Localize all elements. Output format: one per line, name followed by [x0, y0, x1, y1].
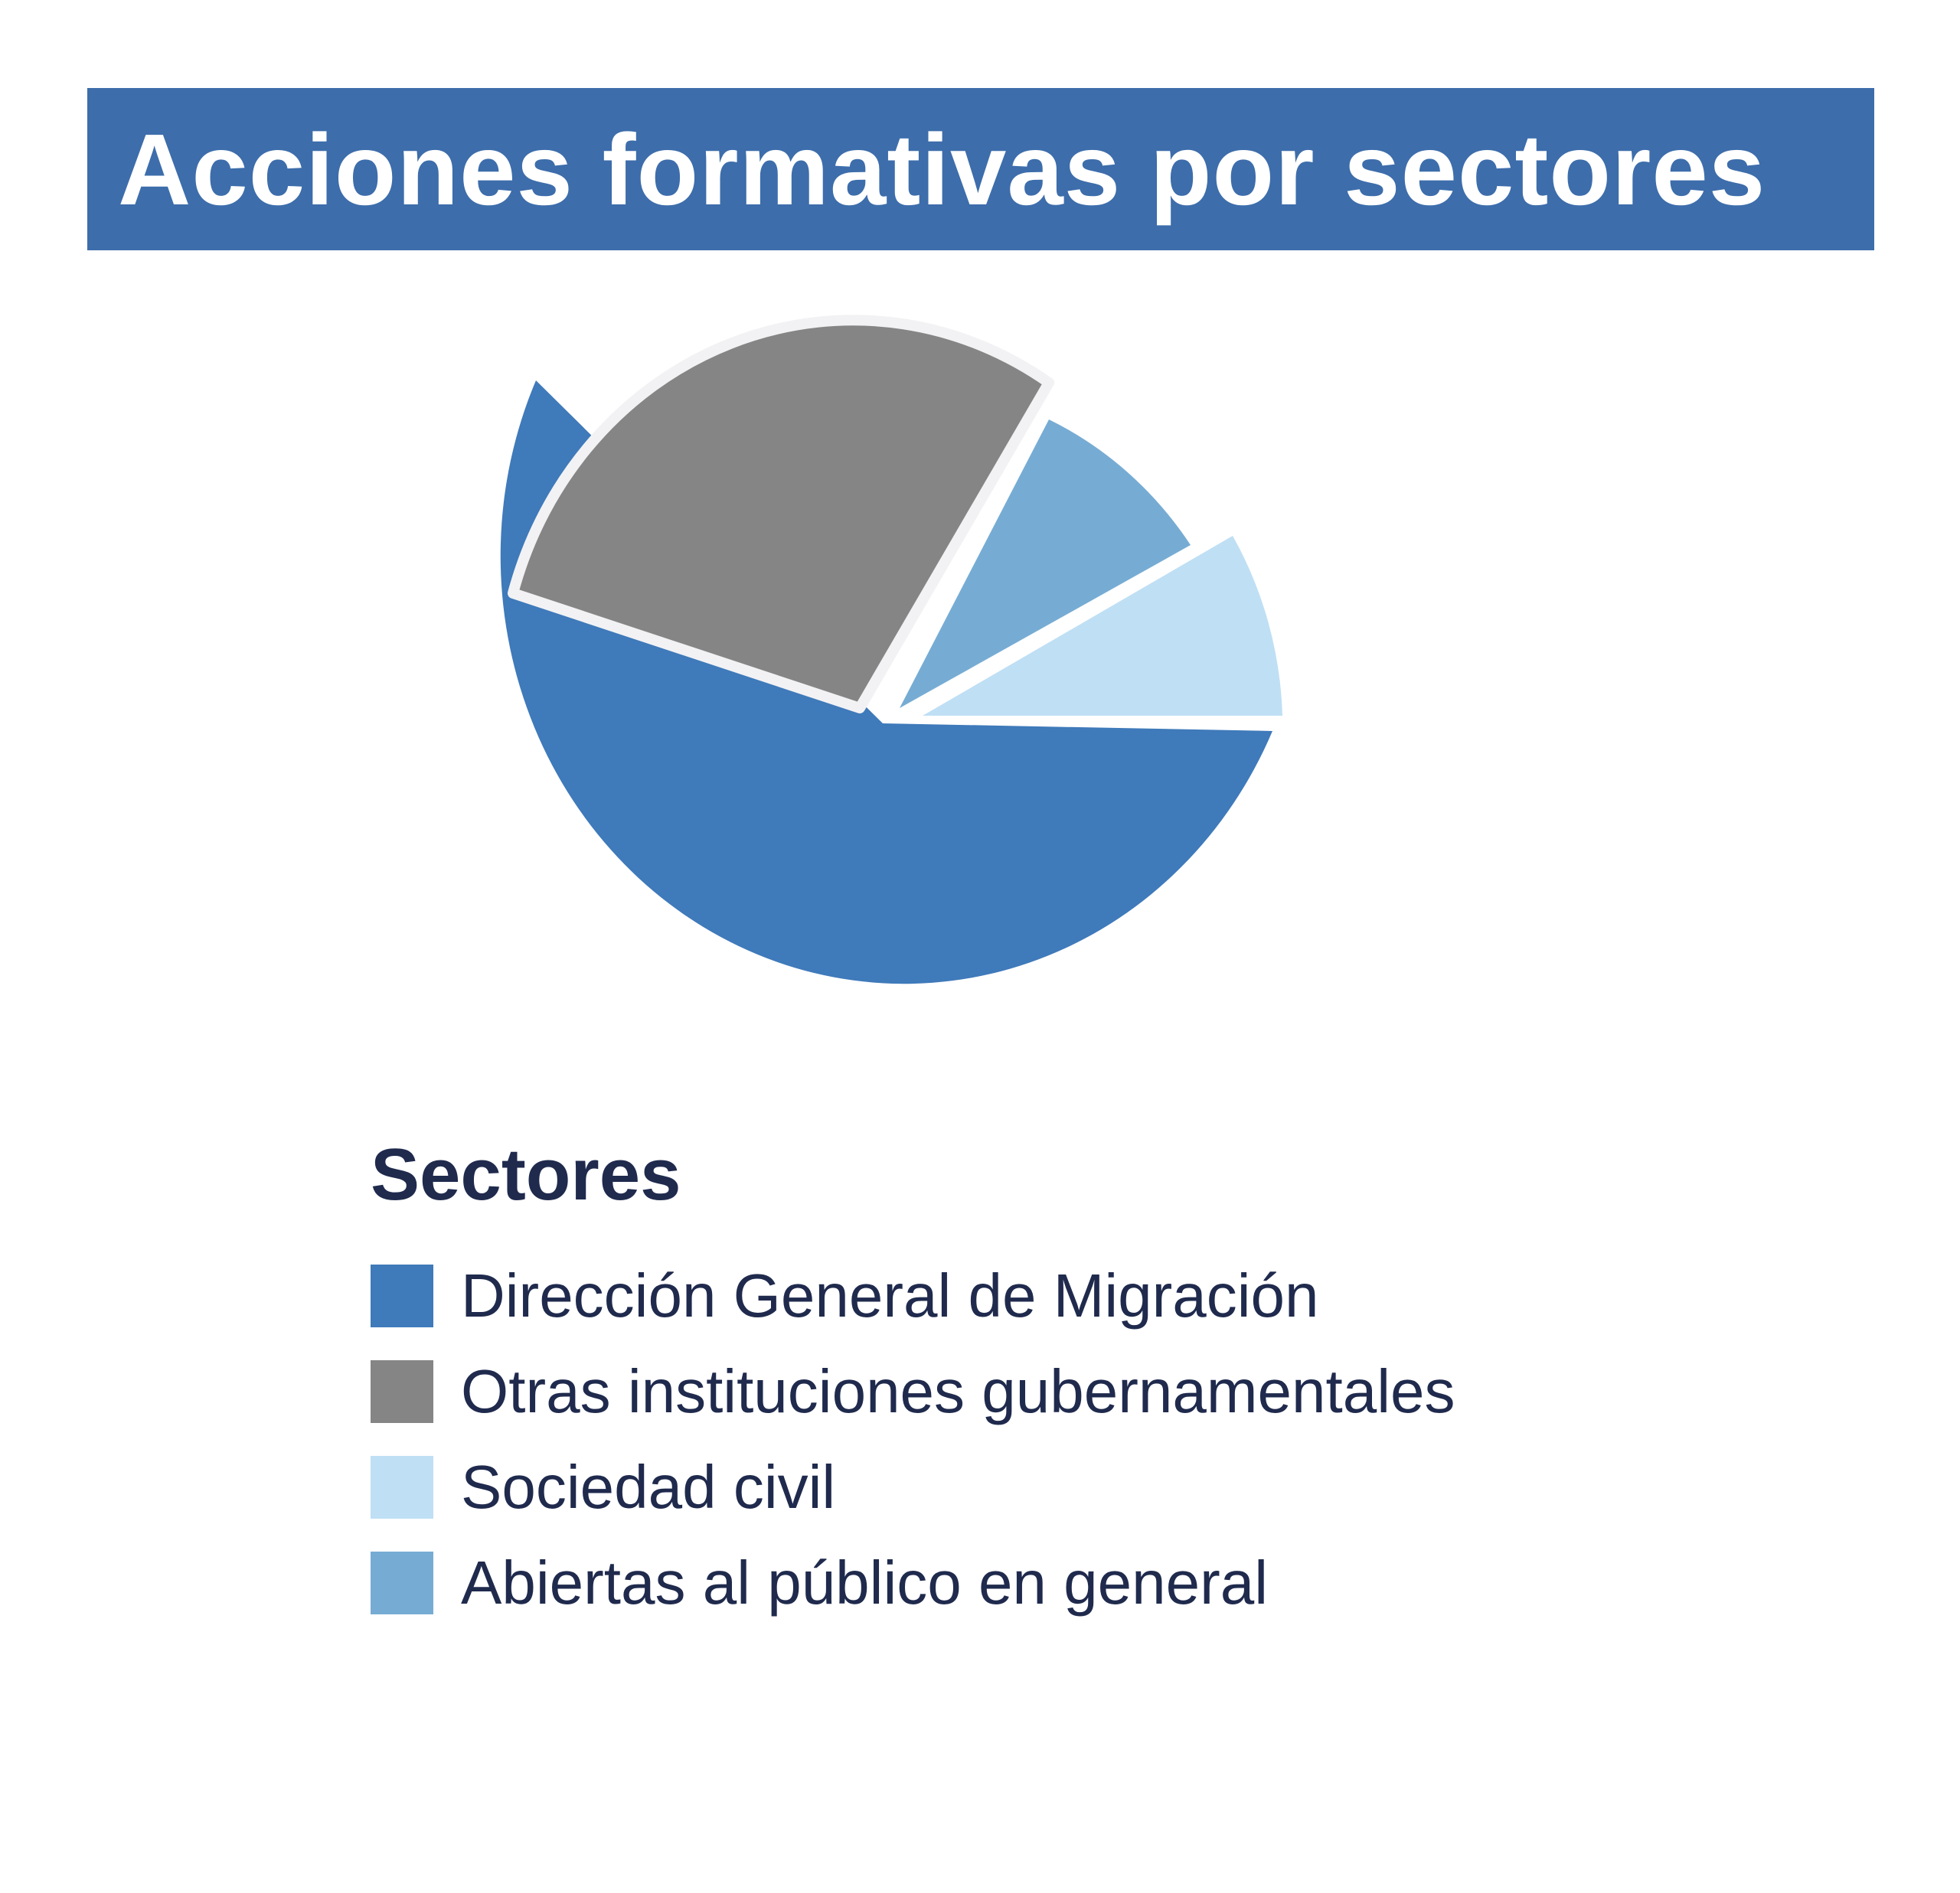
- pie-slice-sociedad-civil: [923, 536, 1282, 716]
- legend-item: Sociedad civil: [371, 1439, 1455, 1535]
- title-banner: Acciones formativas por sectores: [87, 88, 1874, 250]
- legend-swatch-icon: [371, 1551, 433, 1614]
- legend-item: Otras instituciones gubernamentales: [371, 1343, 1455, 1439]
- chart-title: Acciones formativas por sectores: [118, 113, 1766, 226]
- pie-chart: [459, 291, 1378, 1133]
- legend-label: Sociedad civil: [461, 1452, 836, 1521]
- legend-swatch-icon: [371, 1264, 433, 1327]
- legend-title: Sectores: [371, 1134, 681, 1216]
- pie-slice-direccion-general: [500, 380, 1272, 984]
- legend-item: Abiertas al público en general: [371, 1535, 1455, 1630]
- legend: Sectores Dirección General de Migración …: [371, 1133, 1455, 1630]
- legend-swatch-icon: [371, 1359, 433, 1423]
- legend-swatch-icon: [371, 1455, 433, 1519]
- legend-item: Dirección General de Migración: [371, 1248, 1455, 1343]
- legend-label: Dirección General de Migración: [461, 1261, 1319, 1330]
- legend-label: Abiertas al público en general: [461, 1548, 1269, 1617]
- pie-slice-otras-instituciones: [508, 315, 1054, 713]
- pie-slice-abiertas-publico: [900, 419, 1191, 708]
- legend-label: Otras instituciones gubernamentales: [461, 1356, 1455, 1425]
